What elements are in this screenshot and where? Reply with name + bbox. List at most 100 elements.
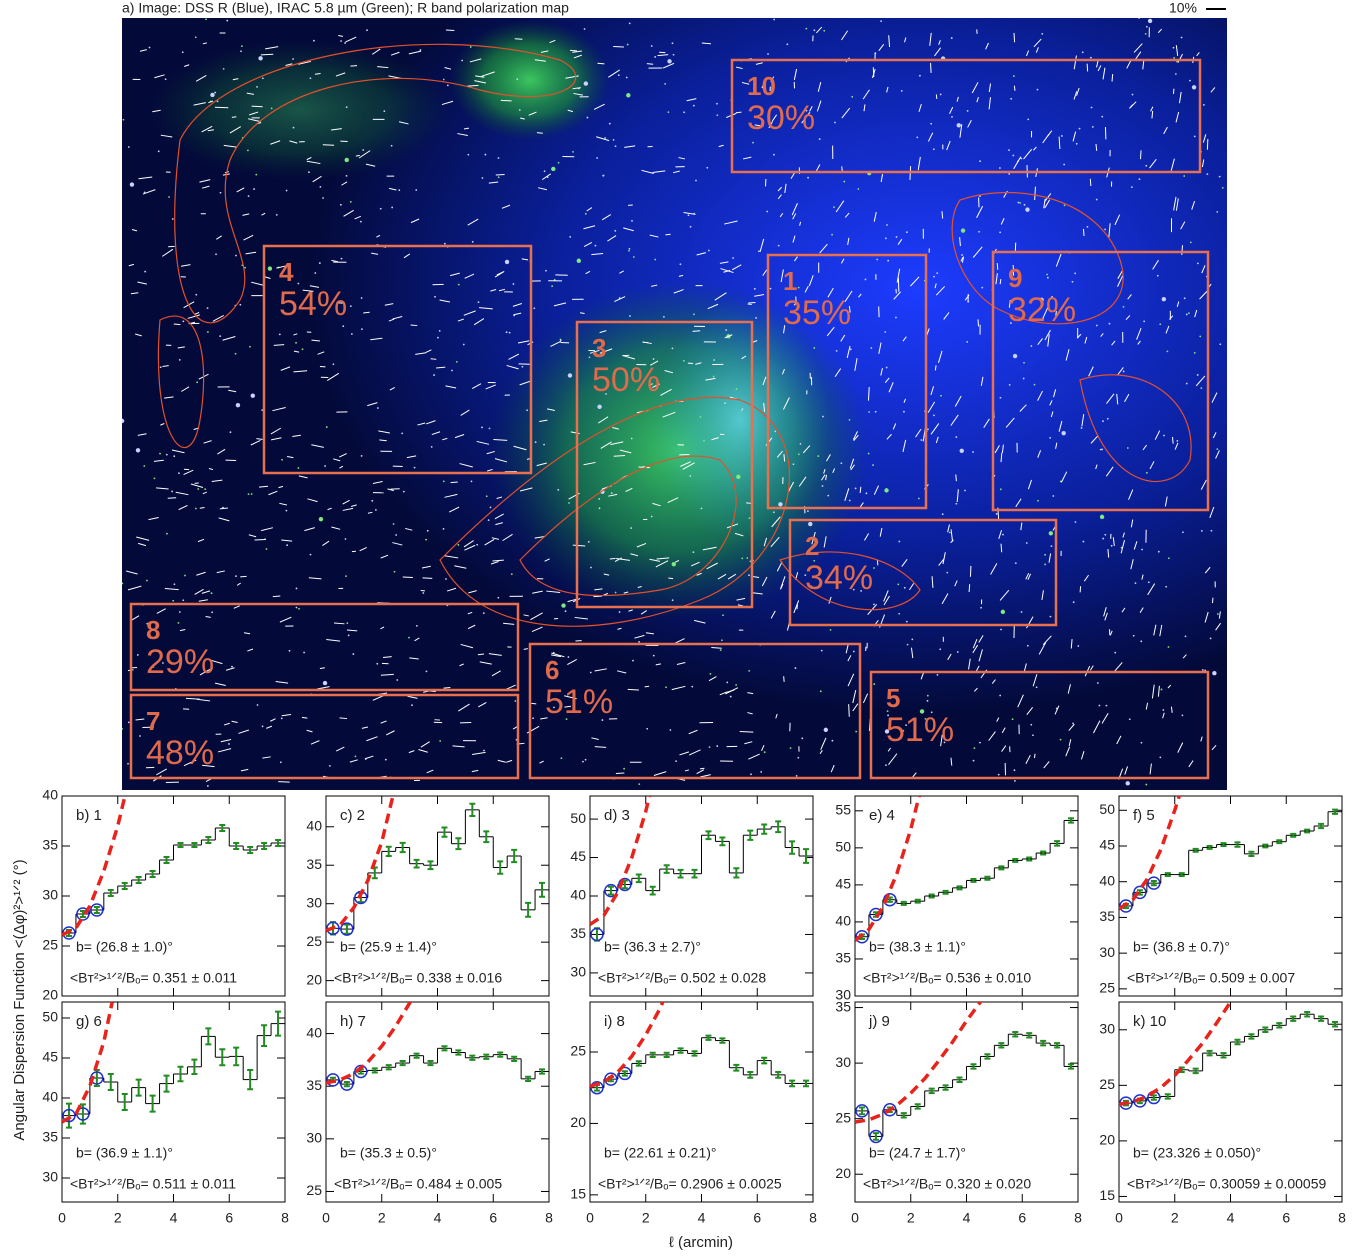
star (754, 288, 756, 290)
star (1000, 629, 1002, 631)
star (437, 337, 439, 339)
star (663, 316, 665, 318)
panel-title: f) 5 (1133, 807, 1155, 824)
star (166, 533, 168, 535)
star (1096, 199, 1098, 201)
star (303, 652, 305, 654)
star (1000, 397, 1002, 399)
star (1087, 226, 1089, 228)
star (1046, 274, 1048, 276)
star (1102, 538, 1104, 540)
star (709, 746, 711, 748)
star (361, 455, 363, 457)
star (1145, 33, 1147, 35)
star (505, 260, 509, 264)
star (248, 493, 250, 495)
vector (451, 482, 458, 483)
star (1063, 164, 1065, 166)
star (1018, 202, 1020, 204)
star (346, 622, 348, 624)
star (174, 583, 176, 585)
star (898, 613, 900, 615)
star (1079, 128, 1081, 130)
star (626, 93, 630, 97)
star (1000, 488, 1002, 490)
vector (740, 732, 754, 733)
star (873, 567, 875, 569)
star (843, 181, 845, 183)
panel-title: d) 3 (604, 807, 630, 824)
star (1192, 85, 1196, 89)
star (866, 492, 868, 494)
star (627, 44, 629, 46)
y-tick-label: 20 (42, 987, 58, 1003)
fit-annotation: b= (24.7 ± 1.7)° (869, 1145, 966, 1161)
star (1104, 229, 1106, 231)
star (1176, 440, 1178, 442)
star (568, 373, 572, 377)
star (927, 428, 929, 430)
star (1001, 610, 1005, 614)
star (951, 116, 953, 118)
star (1216, 448, 1218, 450)
star (669, 729, 671, 731)
star (767, 53, 769, 55)
star (308, 171, 310, 173)
star (598, 498, 600, 500)
cyan-core (650, 300, 830, 540)
star (481, 427, 483, 429)
x-tick-label: 0 (1115, 1210, 1123, 1226)
star (1211, 530, 1213, 532)
star (726, 682, 728, 684)
star (159, 453, 161, 455)
star (1023, 362, 1025, 364)
star (790, 747, 792, 749)
region-number: 9 (1008, 263, 1022, 293)
vector (784, 454, 785, 461)
star (999, 231, 1001, 233)
star (884, 488, 888, 492)
star (533, 307, 535, 309)
star (322, 197, 324, 199)
image-title: a) Image: DSS R (Blue), IRAC 5.8 µm (Gre… (122, 0, 569, 16)
star (615, 145, 617, 147)
star (1199, 335, 1201, 337)
star (665, 686, 667, 688)
star (296, 588, 298, 590)
star (942, 513, 944, 515)
star (693, 313, 695, 315)
star (786, 43, 788, 45)
star (345, 538, 347, 540)
star (1217, 613, 1219, 615)
x-tick-label: 0 (586, 1210, 594, 1226)
vector (1090, 179, 1091, 186)
y-tick-label: 35 (1099, 908, 1115, 924)
star (377, 407, 379, 409)
star (584, 81, 588, 85)
star (173, 455, 175, 457)
star (1047, 277, 1049, 279)
star (313, 40, 315, 42)
star (1145, 165, 1147, 167)
x-tick-label: 4 (170, 1210, 178, 1226)
star (629, 22, 631, 24)
panel: 303540455055e) 4b= (38.3 ± 1.1)°<Bᴛ²>¹ᐟ²… (835, 796, 1078, 1003)
star (195, 508, 197, 510)
star (760, 771, 762, 773)
star (340, 204, 342, 206)
star (292, 58, 294, 60)
star (1097, 682, 1099, 684)
star (1100, 449, 1102, 451)
x-tick-label: 2 (642, 1210, 650, 1226)
star (951, 37, 953, 39)
panel-title: e) 4 (869, 807, 895, 824)
region-percent: 35% (783, 294, 851, 332)
star (1008, 173, 1010, 175)
star (1012, 155, 1014, 157)
y-tick-label: 45 (1099, 837, 1115, 853)
star (1041, 33, 1043, 35)
star (1166, 350, 1168, 352)
star (1133, 635, 1135, 637)
star (1148, 581, 1150, 583)
star (444, 243, 446, 245)
